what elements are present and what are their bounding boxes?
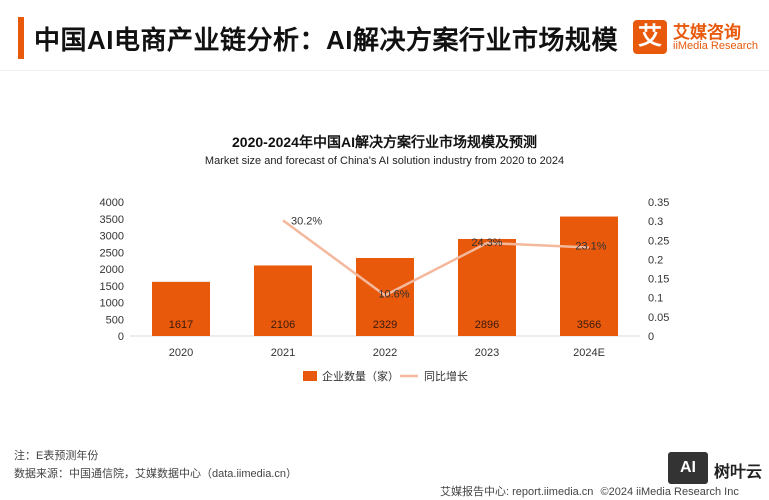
y-left-tick-label: 2000 <box>100 264 124 276</box>
chart-subtitle: Market size and forecast of China's AI s… <box>204 155 565 167</box>
watermark-ai-icon: AI <box>668 452 708 484</box>
report-center-link[interactable]: 艾媒报告中心: report.iimedia.cn <box>440 486 594 498</box>
y-right-tick-label: 0.1 <box>648 293 663 305</box>
y-left-tick-label: 500 <box>106 314 124 326</box>
y-left-tick-label: 4000 <box>100 197 124 209</box>
page-title: 中国AI电商产业链分析：AI解决方案行业市场规模 <box>34 25 619 55</box>
copyright: ©2024 iiMedia Research Inc <box>600 486 739 498</box>
x-tick-label: 2022 <box>373 347 397 359</box>
y-right-tick-label: 0.05 <box>648 312 669 324</box>
iimedia-logo-icon: 艾 <box>633 20 667 54</box>
y-left-tick-label: 1500 <box>100 281 124 293</box>
data-source: 数据来源：中国通信院，艾媒数据中心（data.iimedia.cn） <box>14 468 297 480</box>
bar-data-label: 2106 <box>271 319 295 331</box>
y-right-tick-label: 0.15 <box>648 274 669 286</box>
bar <box>356 257 414 336</box>
x-tick-label: 2021 <box>271 347 295 359</box>
y-left-tick-label: 1000 <box>100 298 124 310</box>
logo-name-en: iiMedia Research <box>673 40 758 52</box>
bar-data-label: 2329 <box>373 319 397 331</box>
growth-data-label: 30.2% <box>291 215 322 227</box>
logo-name-cn: 艾媒咨询 <box>673 23 741 42</box>
y-right-tick-label: 0.3 <box>648 216 663 228</box>
y-right-tick-label: 0.35 <box>648 197 669 209</box>
bar-data-label: 1617 <box>169 319 193 331</box>
watermark: AI 树叶云 <box>668 452 768 492</box>
growth-data-label: 24.3% <box>471 237 502 249</box>
y-left-tick-label: 2500 <box>100 247 124 259</box>
bar <box>560 216 618 336</box>
y-left-tick-label: 3000 <box>100 231 124 243</box>
iimedia-logo: 艾 艾媒咨询 iiMedia Research <box>633 16 763 60</box>
x-tick-label: 2020 <box>169 347 193 359</box>
bar <box>152 281 210 336</box>
footer-right: 艾媒报告中心: report.iimedia.cn ©2024 iiMedia … <box>440 483 743 499</box>
y-left-tick-label: 3500 <box>100 214 124 226</box>
bar <box>254 265 312 336</box>
footer-note: 注：E表预测年份 <box>14 450 99 462</box>
y-right-tick-label: 0 <box>648 331 654 343</box>
y-right-tick-label: 0.25 <box>648 235 669 247</box>
legend-line-label: 同比增长 <box>424 369 468 383</box>
y-left-tick-label: 0 <box>118 331 124 343</box>
bar <box>458 238 516 336</box>
growth-line <box>282 219 590 297</box>
x-tick-label: 2024E <box>573 347 605 359</box>
header-divider <box>0 70 769 71</box>
chart-title: 2020-2024年中国AI解决方案行业市场规模及预测 <box>232 134 537 150</box>
growth-data-label: 10.6% <box>378 288 409 300</box>
watermark-text: 树叶云 <box>714 464 763 481</box>
title-accent-bar <box>18 17 24 59</box>
bar-data-label: 3566 <box>577 319 601 331</box>
x-tick-label: 2023 <box>475 347 499 359</box>
bar-data-label: 2896 <box>475 319 499 331</box>
legend-bar-swatch <box>303 371 317 381</box>
growth-data-label: 23.1% <box>575 241 606 253</box>
legend-bar-label: 企业数量（家） <box>322 369 399 383</box>
y-right-tick-label: 0.2 <box>648 254 663 266</box>
